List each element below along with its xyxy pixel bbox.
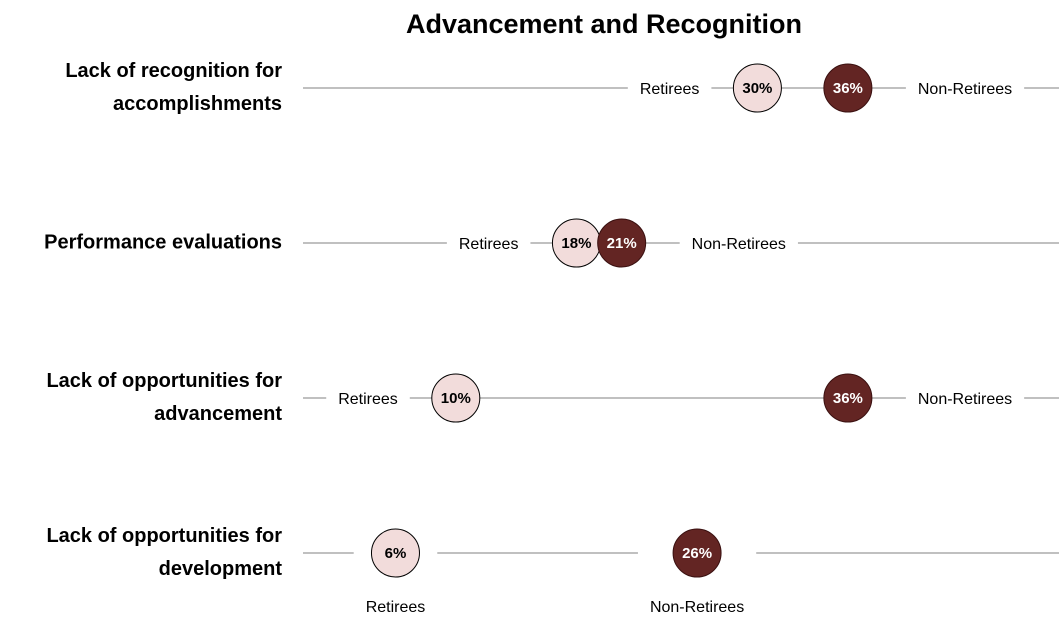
- value-label: 36%: [833, 390, 863, 407]
- series-label: Non-Retirees: [650, 599, 744, 616]
- dot: [597, 218, 647, 268]
- series-label-group: Retirees: [446, 236, 531, 253]
- value-label: 21%: [607, 235, 637, 252]
- series-label-group: Non-Retirees: [905, 391, 1025, 408]
- series-label: Retirees: [338, 391, 398, 408]
- series-label-group: Retirees: [627, 81, 712, 98]
- value-label: 26%: [682, 545, 712, 562]
- dot: [672, 528, 722, 578]
- label-background: [326, 392, 410, 404]
- chart-title: Advancement and Recognition: [406, 9, 802, 39]
- category-label: Lack of opportunities for development: [46, 525, 282, 580]
- value-label: 6%: [385, 545, 407, 562]
- series-label-group: Non-Retirees: [905, 81, 1025, 98]
- series-label: Retirees: [366, 599, 426, 616]
- value-label: 30%: [742, 80, 772, 97]
- series-label-group: Retirees: [326, 391, 410, 408]
- series-label-group: Non-Retirees: [679, 236, 798, 253]
- series-label: Non-Retirees: [692, 236, 786, 253]
- category-label: Lack of recognition for accomplishments: [65, 60, 282, 115]
- value-label: 18%: [561, 235, 591, 252]
- label-background: [905, 82, 1025, 94]
- label-background: [627, 82, 712, 94]
- label-background: [905, 392, 1025, 404]
- series-label: Retirees: [640, 81, 700, 98]
- category-label: Performance evaluations: [44, 231, 282, 254]
- dot: [370, 528, 420, 578]
- value-label: 36%: [833, 80, 863, 97]
- series-label: Retirees: [459, 236, 519, 253]
- dot: [431, 373, 481, 423]
- label-background: [679, 237, 798, 249]
- category-label: Lack of opportunities for advancement: [46, 370, 282, 425]
- label-background: [446, 237, 531, 249]
- series-label: Non-Retirees: [918, 81, 1012, 98]
- dot: [823, 373, 873, 423]
- value-label: 10%: [441, 390, 471, 407]
- series-label: Non-Retirees: [918, 391, 1012, 408]
- dot: [823, 63, 873, 113]
- dot: [732, 63, 782, 113]
